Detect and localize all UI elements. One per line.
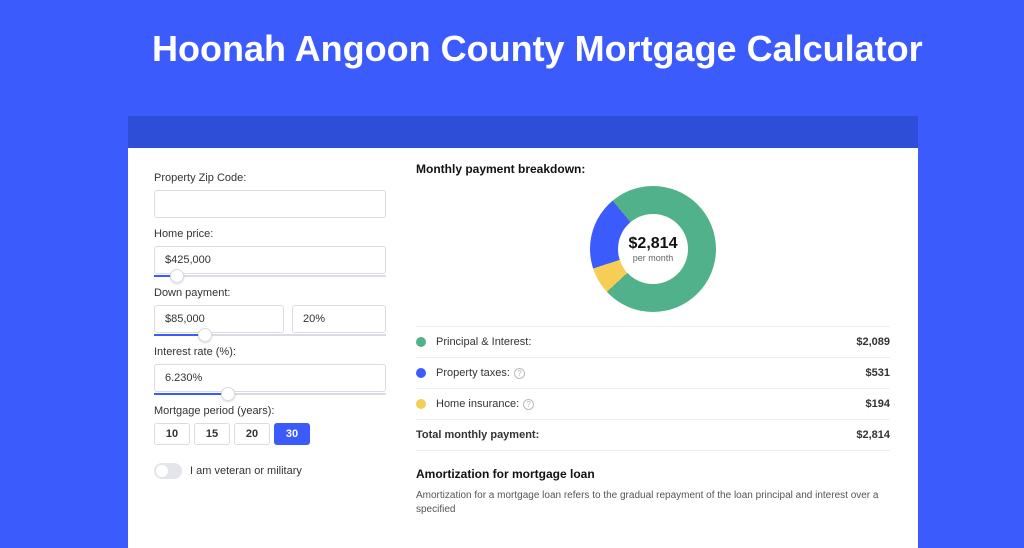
donut-sub: per month: [633, 253, 674, 263]
legend-label: Property taxes:?: [436, 367, 866, 379]
page-title: Hoonah Angoon County Mortgage Calculator: [0, 0, 1024, 88]
veteran-toggle[interactable]: [154, 463, 182, 479]
legend-value: $194: [866, 398, 890, 410]
interest-rate-input[interactable]: [154, 364, 386, 392]
legend-value: $531: [866, 367, 890, 379]
down-payment-label: Down payment:: [154, 287, 386, 299]
down-payment-amount-input[interactable]: [154, 305, 284, 333]
zip-input[interactable]: [154, 190, 386, 218]
period-options: 10152030: [154, 423, 386, 445]
interest-rate-slider[interactable]: [154, 393, 386, 395]
form-column: Property Zip Code: Home price: Down paym…: [128, 148, 408, 548]
legend-row: Property taxes:?$531: [416, 358, 890, 389]
down-payment-percent-input[interactable]: [292, 305, 386, 333]
breakdown-column: Monthly payment breakdown: $2,814 per mo…: [408, 148, 918, 548]
legend-dot: [416, 368, 426, 378]
legend-dot: [416, 337, 426, 347]
legend-label: Home insurance:?: [436, 398, 866, 410]
calculator-panel: Property Zip Code: Home price: Down paym…: [128, 148, 918, 548]
amortization-title: Amortization for mortgage loan: [416, 467, 890, 481]
donut-amount: $2,814: [629, 235, 678, 253]
veteran-row: I am veteran or military: [154, 463, 386, 479]
amortization-text: Amortization for a mortgage loan refers …: [416, 489, 890, 517]
legend-row: Principal & Interest:$2,089: [416, 327, 890, 358]
legend: Principal & Interest:$2,089Property taxe…: [416, 326, 890, 451]
down-payment-slider[interactable]: [154, 334, 386, 336]
period-option-20[interactable]: 20: [234, 423, 270, 445]
info-icon[interactable]: ?: [523, 399, 534, 410]
home-price-input[interactable]: [154, 246, 386, 274]
home-price-slider[interactable]: [154, 275, 386, 277]
legend-total-row: Total monthly payment:$2,814: [416, 420, 890, 451]
legend-row: Home insurance:?$194: [416, 389, 890, 420]
legend-value: $2,089: [856, 336, 890, 348]
interest-rate-label: Interest rate (%):: [154, 346, 386, 358]
donut-chart: $2,814 per month: [416, 176, 890, 326]
period-option-15[interactable]: 15: [194, 423, 230, 445]
period-label: Mortgage period (years):: [154, 405, 386, 417]
breakdown-title: Monthly payment breakdown:: [416, 162, 890, 176]
home-price-label: Home price:: [154, 228, 386, 240]
total-value: $2,814: [856, 429, 890, 441]
period-option-10[interactable]: 10: [154, 423, 190, 445]
legend-dot: [416, 399, 426, 409]
info-icon[interactable]: ?: [514, 368, 525, 379]
toggle-knob: [156, 465, 168, 477]
legend-label: Principal & Interest:: [436, 336, 856, 348]
donut-center: $2,814 per month: [618, 214, 688, 284]
veteran-label: I am veteran or military: [190, 465, 302, 477]
period-option-30[interactable]: 30: [274, 423, 310, 445]
total-label: Total monthly payment:: [416, 429, 856, 441]
zip-label: Property Zip Code:: [154, 172, 386, 184]
